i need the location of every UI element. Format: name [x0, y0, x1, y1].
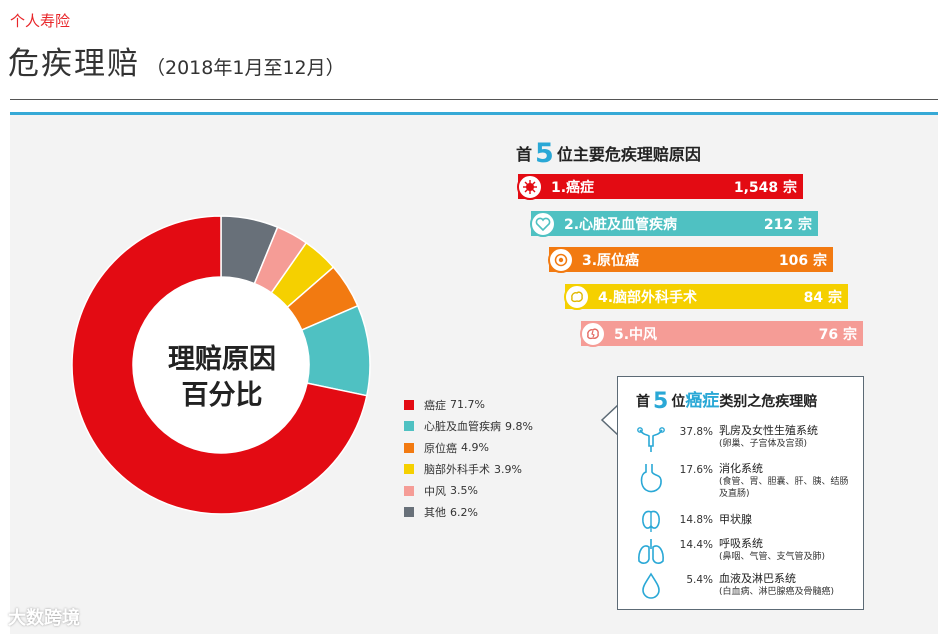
cancer-pct: 14.4% [679, 539, 713, 551]
blood-drop-icon [633, 572, 669, 600]
cancer-name: 呼吸系统 [719, 537, 763, 550]
donut-title-line-2: 百分比 [181, 380, 263, 411]
top5-label: 3.原位癌 [582, 252, 640, 269]
cancer-title-number: 5 [653, 389, 669, 414]
legend-label: 心脏及血管疾病 [424, 420, 501, 434]
top5-label: 2.心脏及血管疾病 [564, 216, 678, 233]
cancer-category-row: 14.8% 甲状腺 [633, 508, 752, 534]
legend-swatch [404, 485, 414, 496]
page-title-row: 危疾理赔 （2018年1月至12月） [8, 38, 345, 83]
legend-item: 中风 3.5% [404, 480, 533, 502]
cancer-name: 血液及淋巴系统 [719, 572, 796, 585]
legend-item: 其他 6.2% [404, 502, 533, 524]
cancer-detail: (鼻咽、气管、支气管及肺) [719, 552, 826, 562]
legend-value: 6.2% [450, 505, 478, 519]
cancer-pct: 17.6% [679, 464, 713, 476]
legend-swatch [404, 421, 414, 432]
cancer-detail: (卵巢、子宫体及宫颈) [719, 439, 808, 449]
cancer-pct: 14.8% [679, 514, 713, 526]
top5-bar-stroke: 5.中风 76 宗 [580, 320, 863, 347]
legend-item: 癌症 71.7% [404, 394, 533, 416]
period-label: （2018年1月至12月） [146, 57, 345, 79]
cell-icon [548, 246, 574, 273]
top5-value: 106 宗 [778, 252, 827, 269]
stroke-brain-icon [580, 320, 606, 347]
legend-item: 脑部外科手术 3.9% [404, 459, 533, 481]
top5-label: 4.脑部外科手术 [598, 289, 698, 306]
cancer-box-title: 首 5 位癌症类别之危疾理赔 [636, 386, 818, 414]
top5-title-number: 5 [535, 138, 554, 169]
top5-title: 首 5 位主要危疾理赔原因 [516, 136, 701, 169]
cancer-category-row: 17.6% 消化系统 (食管、胃、胆囊、肝、胰、结肠及直肠) [633, 462, 849, 500]
cancer-title-suffix: 类别之危疾理赔 [719, 394, 818, 410]
donut-title-line-1: 理赔原因 [168, 344, 276, 375]
top5-title-prefix: 首 [516, 145, 533, 164]
legend-label: 原位癌 [424, 441, 457, 455]
top5-label: 5.中风 [614, 326, 658, 343]
brain-icon [564, 283, 590, 310]
page-title: 危疾理赔 [8, 46, 140, 82]
legend-item: 心脏及血管疾病 9.8% [404, 416, 533, 438]
cancer-title-highlight: 癌症 [685, 391, 720, 411]
thyroid-icon [633, 508, 669, 534]
cancer-pct: 5.4% [686, 574, 713, 586]
divider [10, 99, 938, 100]
donut-hole [133, 277, 309, 453]
cancer-name: 乳房及女性生殖系统 [719, 424, 818, 437]
cancer-title-prefix: 首 [636, 394, 650, 410]
cancer-category-row: 14.4% 呼吸系统 (鼻咽、气管、支气管及肺) [633, 537, 825, 567]
cancer-name: 甲状腺 [719, 513, 752, 526]
cancer-cell-icon [517, 173, 543, 200]
legend-swatch [404, 464, 414, 475]
cancer-pct: 37.8% [679, 426, 713, 438]
cancer-title-mid: 位 [671, 394, 686, 410]
legend-swatch [404, 399, 414, 410]
legend-value: 4.9% [461, 441, 489, 455]
watermark: 大数跨境 [8, 608, 80, 629]
cancer-detail: (白血病、淋巴腺癌及骨髓癌) [719, 587, 835, 597]
top5-bar-heart: 2.心脏及血管疾病 212 宗 [530, 210, 818, 237]
legend-value: 3.5% [450, 484, 478, 498]
stomach-icon [633, 462, 669, 496]
cancer-name: 消化系统 [719, 462, 763, 475]
top5-bar-brain-surgery: 4.脑部外科手术 84 宗 [564, 283, 848, 310]
legend-label: 脑部外科手术 [424, 463, 490, 477]
top5-value: 1,548 宗 [733, 179, 797, 196]
top5-value: 212 宗 [763, 216, 812, 233]
lungs-icon [633, 537, 669, 567]
legend-value: 71.7% [450, 398, 485, 412]
callout-pointer [600, 405, 619, 435]
donut-chart [71, 215, 371, 515]
cancer-category-row: 37.8% 乳房及女性生殖系统 (卵巢、子宫体及宫颈) [633, 424, 818, 454]
legend-swatch [404, 442, 414, 453]
top5-value: 84 宗 [803, 289, 842, 306]
legend-item: 原位癌 4.9% [404, 437, 533, 459]
legend-label: 其他 [424, 506, 446, 520]
accent-divider [10, 112, 938, 115]
cancer-detail: (食管、胃、胆囊、肝、胰、结肠及直肠) [719, 477, 849, 499]
heart-icon [530, 210, 556, 237]
chart-legend: 癌症 71.7% 心脏及血管疾病 9.8% 原位癌 4.9% 脑部外科手术 3.… [404, 394, 533, 523]
top5-bar-cancer: 1.癌症 1,548 宗 [517, 173, 803, 200]
category-label: 个人寿险 [10, 12, 71, 30]
top5-bar-carcinoma-in-situ: 3.原位癌 106 宗 [548, 246, 833, 273]
cancer-category-row: 5.4% 血液及淋巴系统 (白血病、淋巴腺癌及骨髓癌) [633, 572, 834, 600]
legend-value: 9.8% [505, 419, 533, 433]
cancer-categories-box [617, 376, 864, 610]
legend-swatch [404, 507, 414, 518]
legend-value: 3.9% [494, 462, 522, 476]
uterus-icon [633, 424, 669, 454]
legend-label: 癌症 [424, 398, 446, 412]
donut-center-title: 理赔原因 百分比 [152, 342, 292, 414]
top5-title-suffix: 位主要危疾理赔原因 [556, 145, 701, 164]
legend-label: 中风 [424, 484, 446, 498]
top5-label: 1.癌症 [551, 179, 595, 196]
top5-value: 76 宗 [818, 326, 857, 343]
